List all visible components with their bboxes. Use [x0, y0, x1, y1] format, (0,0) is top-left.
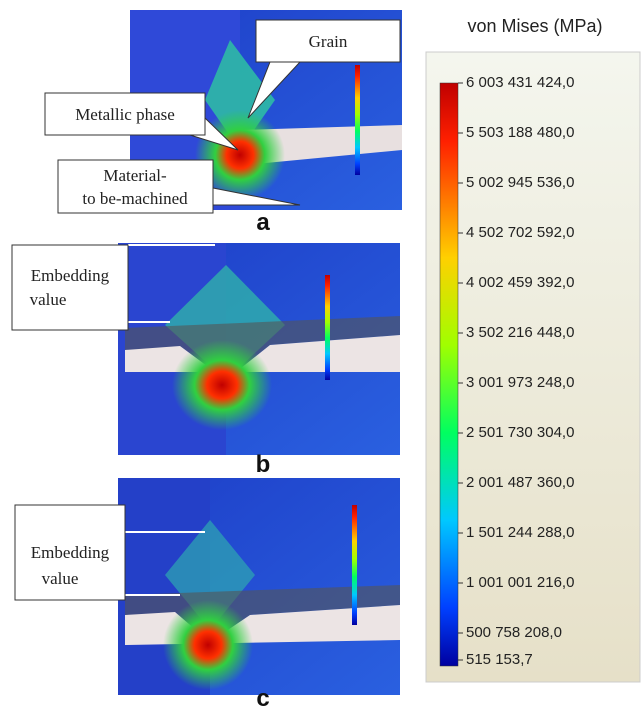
annotation: Grain	[309, 32, 348, 51]
tick-label: 2 001 487 360,0	[466, 474, 574, 491]
callout-box	[12, 245, 128, 330]
annotation: Embedding	[31, 266, 110, 285]
annotation: value	[42, 569, 79, 588]
tick-label: 4 502 702 592,0	[466, 224, 574, 241]
tick-label: 5 002 945 536,0	[466, 174, 574, 191]
legend-title: von Mises (MPa)	[467, 16, 602, 36]
annotation: value	[30, 290, 67, 309]
tick-label: 1 501 244 288,0	[466, 524, 574, 541]
panel-label: c	[256, 685, 269, 710]
tick-label: 500 758 208,0	[466, 624, 562, 641]
colorbar	[440, 83, 458, 666]
tick-label: 2 501 730 304,0	[466, 424, 574, 441]
annotation: Material-	[103, 166, 167, 185]
tick-label: 5 503 188 480,0	[466, 124, 574, 141]
annotation: Embedding	[31, 543, 110, 562]
tick-label: 3 502 216 448,0	[466, 324, 574, 341]
tick-label: 1 001 001 216,0	[466, 574, 574, 591]
annotation: to be-machined	[82, 189, 188, 208]
panel-b-image	[118, 243, 400, 455]
panel-label: a	[256, 209, 270, 236]
tick-label: 6 003 431 424,0	[466, 74, 574, 91]
tick-label: 3 001 973 248,0	[466, 374, 574, 391]
figure: Grain Metallic phase Material- to be-mac…	[0, 0, 643, 710]
panel-c-image	[118, 478, 400, 695]
tick-label: 515 153,7	[466, 651, 533, 668]
annotation: Metallic phase	[75, 105, 175, 124]
tick-label: 4 002 459 392,0	[466, 274, 574, 291]
panel-label: b	[256, 451, 271, 478]
